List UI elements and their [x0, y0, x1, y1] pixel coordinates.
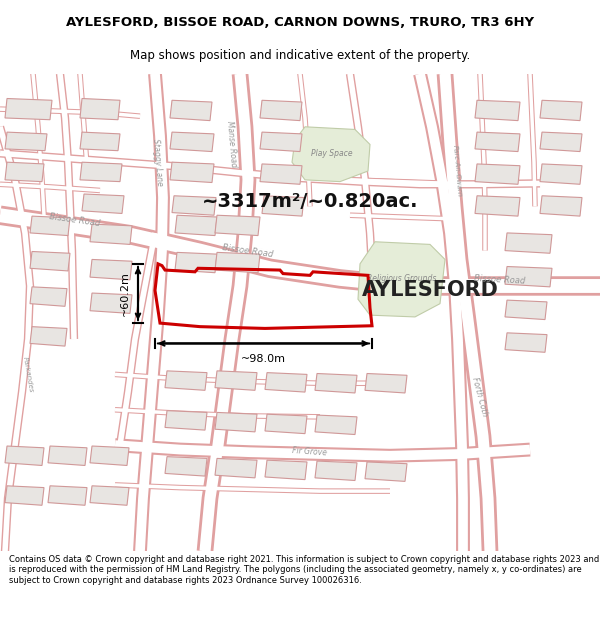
- Polygon shape: [540, 100, 582, 121]
- Polygon shape: [170, 100, 212, 121]
- Polygon shape: [82, 194, 124, 214]
- Text: AYLESFORD: AYLESFORD: [362, 281, 499, 301]
- Polygon shape: [90, 293, 132, 313]
- Polygon shape: [358, 242, 445, 317]
- Polygon shape: [165, 371, 207, 391]
- Polygon shape: [540, 164, 582, 184]
- Polygon shape: [170, 132, 214, 152]
- Polygon shape: [5, 99, 52, 120]
- Polygon shape: [215, 458, 257, 478]
- Polygon shape: [80, 132, 120, 151]
- Polygon shape: [30, 251, 70, 271]
- Text: ~60.2m: ~60.2m: [120, 271, 130, 316]
- Polygon shape: [505, 333, 547, 352]
- Text: Play Space: Play Space: [311, 149, 353, 158]
- Polygon shape: [90, 224, 132, 244]
- Text: Contains OS data © Crown copyright and database right 2021. This information is : Contains OS data © Crown copyright and d…: [9, 555, 599, 585]
- Polygon shape: [165, 457, 207, 476]
- Text: Fir Grove: Fir Grove: [292, 446, 328, 458]
- Polygon shape: [165, 411, 207, 430]
- Polygon shape: [475, 164, 520, 184]
- Polygon shape: [262, 196, 304, 216]
- Polygon shape: [5, 162, 44, 182]
- Text: Map shows position and indicative extent of the property.: Map shows position and indicative extent…: [130, 49, 470, 62]
- Polygon shape: [475, 196, 520, 216]
- Polygon shape: [365, 462, 407, 481]
- Polygon shape: [48, 486, 87, 505]
- Text: ~3317m²/~0.820ac.: ~3317m²/~0.820ac.: [202, 192, 418, 211]
- Polygon shape: [260, 132, 302, 152]
- Polygon shape: [475, 132, 520, 152]
- Polygon shape: [5, 132, 47, 151]
- Polygon shape: [315, 374, 357, 393]
- Polygon shape: [260, 100, 302, 121]
- Text: Bissoe Road: Bissoe Road: [474, 274, 526, 286]
- Text: Parkandes: Parkandes: [22, 356, 34, 393]
- Polygon shape: [5, 446, 44, 466]
- Polygon shape: [172, 196, 216, 215]
- Polygon shape: [215, 371, 257, 391]
- Polygon shape: [215, 412, 257, 432]
- Polygon shape: [505, 300, 547, 319]
- Polygon shape: [505, 266, 552, 287]
- Polygon shape: [175, 215, 217, 236]
- Text: AYLESFORD, BISSOE ROAD, CARNON DOWNS, TRURO, TR3 6HY: AYLESFORD, BISSOE ROAD, CARNON DOWNS, TR…: [66, 16, 534, 29]
- Polygon shape: [170, 162, 214, 182]
- Text: ~98.0m: ~98.0m: [241, 354, 286, 364]
- Polygon shape: [540, 196, 582, 216]
- Polygon shape: [505, 233, 552, 253]
- Text: Bissoe Road: Bissoe Road: [49, 212, 101, 228]
- Polygon shape: [265, 460, 307, 479]
- Polygon shape: [315, 415, 357, 434]
- Text: Parc-An-Gwarn: Parc-An-Gwarn: [452, 145, 462, 198]
- Text: Forth Coth: Forth Coth: [470, 376, 490, 417]
- Polygon shape: [315, 461, 357, 481]
- Polygon shape: [48, 446, 87, 466]
- Polygon shape: [90, 259, 132, 280]
- Polygon shape: [80, 99, 120, 120]
- Polygon shape: [30, 216, 70, 236]
- Polygon shape: [292, 127, 370, 182]
- Polygon shape: [475, 100, 520, 121]
- Text: Staggy Lane: Staggy Lane: [151, 138, 164, 186]
- Polygon shape: [265, 414, 307, 434]
- Text: Manse Road: Manse Road: [226, 121, 239, 168]
- Polygon shape: [90, 486, 129, 505]
- Polygon shape: [30, 287, 67, 306]
- Polygon shape: [365, 374, 407, 393]
- Polygon shape: [30, 327, 67, 346]
- Polygon shape: [260, 164, 302, 184]
- Text: Religious Grounds: Religious Grounds: [367, 274, 437, 283]
- Polygon shape: [215, 215, 260, 236]
- Polygon shape: [265, 372, 307, 392]
- Polygon shape: [175, 253, 217, 272]
- Polygon shape: [5, 486, 44, 505]
- Polygon shape: [90, 446, 129, 466]
- Polygon shape: [80, 162, 122, 182]
- Polygon shape: [215, 253, 260, 272]
- Polygon shape: [540, 132, 582, 152]
- Text: Bissoe Road: Bissoe Road: [222, 242, 274, 259]
